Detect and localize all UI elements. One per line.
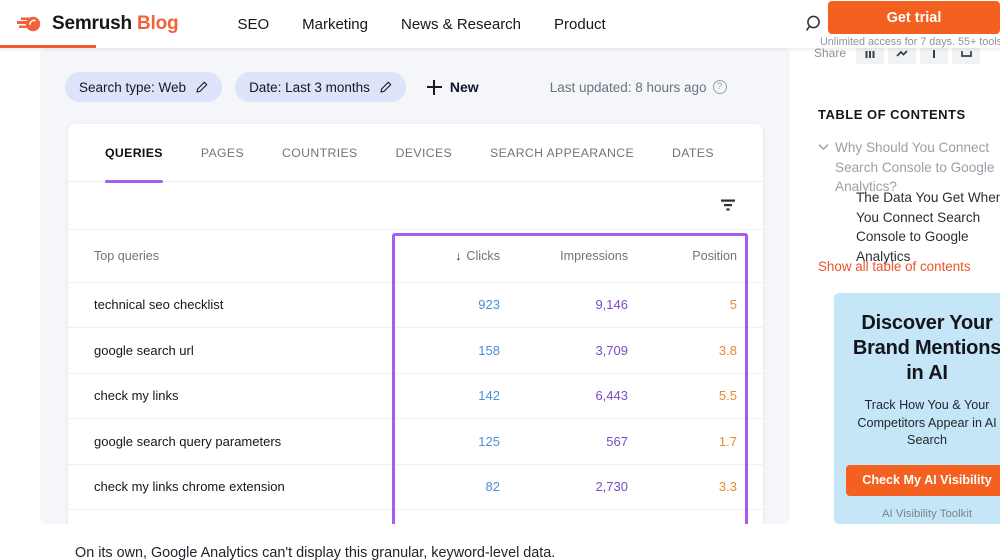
cell-impressions: 9,146 (522, 282, 654, 328)
cell-position: 1.7 (654, 418, 763, 465)
semrush-comet-logo-icon (17, 16, 41, 32)
brand-name-suffix: Blog (137, 13, 179, 34)
pencil-icon (380, 81, 392, 92)
table-row[interactable]: check my links 142 6,443 5.5 (68, 373, 763, 419)
gsc-filter-bar: Search type: Web Date: Last 3 months New (40, 48, 790, 126)
check-my-ai-visibility-button[interactable]: Check My AI Visibility (846, 464, 1000, 496)
pencil-icon (196, 81, 208, 92)
reading-progress-bar (0, 45, 96, 48)
cell-impressions: 6,443 (522, 373, 654, 419)
ai-visibility-promo-card: Discover Your Brand Mentions in AI Track… (834, 293, 1000, 524)
tab-search-appearance-label: SEARCH APPEARANCE (490, 145, 635, 160)
arrow-down-icon: ↓ (455, 248, 462, 263)
table-row[interactable]: google search query parameters 125 567 1… (68, 418, 763, 465)
tab-queries[interactable]: QUERIES (105, 124, 182, 183)
cell-clicks: 923 (392, 282, 522, 328)
top-queries-table: Top queries ↓ Clicks Impressions Position… (68, 230, 763, 510)
tab-pages-label: PAGES (200, 145, 245, 160)
gsc-performance-card: QUERIES PAGES COUNTRIES DEVICES SEARCH A… (68, 124, 763, 524)
column-header-position[interactable]: Position (654, 230, 763, 283)
tab-pages[interactable]: PAGES (182, 124, 263, 182)
cell-position: 3.8 (654, 327, 763, 374)
toc-item-level1-label: Why Should You Connect Search Console to… (835, 140, 995, 194)
cell-impressions: 567 (522, 418, 654, 465)
filter-pill-search-type-label: Search type: Web (79, 79, 187, 95)
promo-title: Discover Your Brand Mentions in AI (852, 312, 1000, 384)
nav-item-news-research[interactable]: News & Research (400, 15, 522, 33)
tab-devices[interactable]: DEVICES (377, 124, 471, 182)
nav-item-product[interactable]: Product (554, 15, 606, 33)
nav-item-marketing[interactable]: Marketing (302, 15, 368, 33)
tab-search-appearance[interactable]: SEARCH APPEARANCE (471, 124, 653, 182)
cell-clicks: 142 (392, 373, 522, 419)
cell-query: check my links chrome extension (68, 464, 392, 510)
question-mark-icon[interactable]: ? (712, 80, 727, 94)
cell-position: 5 (654, 282, 763, 328)
cell-impressions: 2,730 (522, 464, 654, 510)
funnel-icon[interactable] (719, 196, 737, 214)
last-updated-status: Last updated: 8 hours ago ? (550, 80, 727, 95)
trial-subtext: Unlimited access for 7 days. 55+ tools. (820, 36, 1000, 48)
table-of-contents-title: TABLE OF CONTENTS (818, 107, 966, 122)
new-filter-button[interactable]: New (426, 79, 479, 95)
promo-subtitle: Track How You & Your Competitors Appear … (857, 398, 997, 447)
tab-countries-label: COUNTRIES (282, 145, 358, 160)
toc-item-level1[interactable]: Why Should You Connect Search Console to… (818, 138, 1000, 197)
toc-item-level2[interactable]: The Data You Get When You Connect Search… (856, 190, 1000, 264)
new-filter-label: New (449, 79, 479, 95)
cell-position: 5.5 (654, 373, 763, 419)
brand-name-primary: Semrush (52, 13, 132, 34)
column-header-clicks-label: Clicks (466, 248, 500, 263)
filter-pill-search-type[interactable]: Search type: Web (65, 72, 223, 102)
table-row[interactable]: google search url 158 3,709 3.8 (68, 327, 763, 374)
chevron-down-icon (818, 144, 829, 150)
brand-name: Semrush Blog (52, 13, 179, 35)
gsc-table-toolbar (68, 182, 763, 230)
tab-dates[interactable]: DATES (653, 124, 733, 182)
table-row[interactable]: technical seo checklist 923 9,146 5 (68, 282, 763, 328)
search-icon[interactable] (804, 13, 826, 35)
main-nav: SEO Marketing News & Research Product (237, 16, 605, 33)
site-header: Semrush Blog SEO Marketing News & Resear… (0, 0, 1000, 48)
cell-clicks: 125 (392, 418, 522, 465)
nav-item-seo[interactable]: SEO (237, 15, 270, 33)
tab-queries-label: QUERIES (105, 145, 163, 160)
column-header-clicks[interactable]: ↓ Clicks (392, 230, 522, 283)
table-row[interactable]: check my links chrome extension 82 2,730… (68, 464, 763, 510)
share-label: Share (814, 46, 847, 60)
cell-query: technical seo checklist (68, 282, 392, 328)
show-all-toc-link[interactable]: Show all table of contents (818, 259, 971, 274)
article-paragraph: On its own, Google Analytics can't displ… (75, 545, 556, 560)
cell-query: google search query parameters (68, 418, 392, 465)
tab-countries[interactable]: COUNTRIES (263, 124, 377, 182)
cell-query: check my links (68, 373, 392, 419)
cell-clicks: 82 (392, 464, 522, 510)
gsc-screenshot-figure: Search type: Web Date: Last 3 months New (40, 48, 790, 524)
plus-icon (426, 79, 442, 95)
cell-clicks: 158 (392, 327, 522, 374)
right-sidebar: Share TABLE OF CONTENTS Why Should You C… (814, 0, 1000, 560)
brand-logo-link[interactable]: Semrush Blog (15, 13, 179, 35)
promo-footnote: AI Visibility Toolkit (881, 507, 973, 520)
filter-pill-date-label: Date: Last 3 months (249, 79, 370, 95)
cell-position: 3.3 (654, 464, 763, 510)
table-body: technical seo checklist 923 9,146 5 goog… (68, 282, 763, 510)
last-updated-text: Last updated: 8 hours ago (549, 79, 707, 95)
get-trial-button[interactable]: Get trial (828, 1, 1000, 34)
column-header-top-queries[interactable]: Top queries (68, 230, 392, 283)
tab-devices-label: DEVICES (395, 145, 453, 160)
tab-dates-label: DATES (672, 145, 714, 160)
table-header-row: Top queries ↓ Clicks Impressions Position (68, 230, 763, 283)
gsc-tab-bar: QUERIES PAGES COUNTRIES DEVICES SEARCH A… (68, 124, 763, 183)
filter-pill-date[interactable]: Date: Last 3 months (235, 72, 406, 102)
column-header-impressions[interactable]: Impressions (522, 230, 654, 283)
table-head: Top queries ↓ Clicks Impressions Position (68, 230, 763, 283)
cell-impressions: 3,709 (522, 327, 654, 374)
cell-query: google search url (68, 327, 392, 374)
